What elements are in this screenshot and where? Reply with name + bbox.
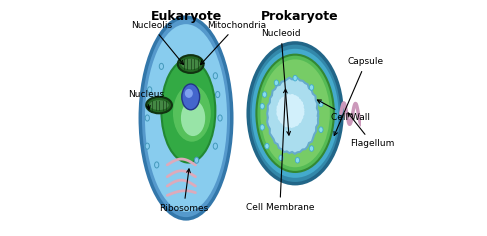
- Text: Prokaryote: Prokaryote: [261, 10, 338, 23]
- Ellipse shape: [154, 162, 159, 168]
- Ellipse shape: [145, 143, 150, 149]
- Ellipse shape: [213, 143, 218, 149]
- Ellipse shape: [260, 103, 264, 109]
- Text: Capsule: Capsule: [334, 57, 384, 135]
- Text: Nucleoid: Nucleoid: [261, 29, 301, 135]
- Ellipse shape: [150, 100, 169, 110]
- Ellipse shape: [261, 59, 330, 167]
- Ellipse shape: [256, 55, 334, 172]
- Ellipse shape: [248, 43, 342, 184]
- Ellipse shape: [185, 89, 193, 98]
- Ellipse shape: [309, 85, 314, 90]
- Ellipse shape: [309, 146, 314, 151]
- Ellipse shape: [145, 115, 150, 121]
- Text: Flagellum: Flagellum: [348, 113, 394, 148]
- Ellipse shape: [194, 157, 199, 163]
- Ellipse shape: [181, 100, 205, 136]
- Ellipse shape: [140, 17, 232, 219]
- Text: Nucleus: Nucleus: [129, 90, 165, 109]
- Ellipse shape: [161, 59, 215, 163]
- Ellipse shape: [262, 92, 267, 97]
- Text: Cell Membrane: Cell Membrane: [245, 89, 314, 212]
- Ellipse shape: [213, 73, 218, 79]
- Ellipse shape: [178, 55, 204, 73]
- Ellipse shape: [145, 24, 227, 212]
- Ellipse shape: [274, 80, 279, 86]
- Ellipse shape: [293, 75, 297, 81]
- Ellipse shape: [319, 127, 323, 133]
- Ellipse shape: [190, 63, 194, 69]
- Ellipse shape: [146, 97, 172, 113]
- Ellipse shape: [148, 87, 152, 93]
- Text: Cell Wall: Cell Wall: [318, 100, 371, 122]
- Ellipse shape: [260, 125, 264, 130]
- Text: Mitochondria: Mitochondria: [201, 21, 266, 65]
- Ellipse shape: [218, 115, 222, 121]
- Ellipse shape: [181, 59, 200, 69]
- Ellipse shape: [216, 92, 220, 98]
- Polygon shape: [267, 78, 318, 154]
- Text: Nucleolis: Nucleolis: [131, 21, 184, 64]
- Ellipse shape: [279, 155, 283, 161]
- Ellipse shape: [319, 101, 323, 107]
- Ellipse shape: [182, 84, 200, 110]
- Ellipse shape: [173, 85, 211, 142]
- Ellipse shape: [252, 49, 338, 178]
- Polygon shape: [276, 94, 304, 128]
- Ellipse shape: [295, 157, 300, 163]
- Ellipse shape: [265, 143, 269, 149]
- Text: Ribosomes: Ribosomes: [159, 169, 208, 213]
- Ellipse shape: [159, 63, 164, 69]
- Text: Eukaryote: Eukaryote: [150, 10, 222, 23]
